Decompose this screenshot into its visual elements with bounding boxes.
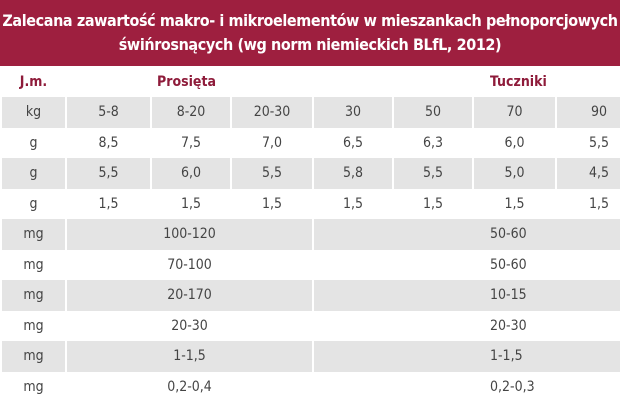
value-cell: 20-30 (230, 97, 313, 128)
value-cell: 8,5 (65, 127, 151, 158)
table-row: g 8,5 7,5 7,0 6,5 6,3 6,0 5,5 (0, 127, 620, 158)
unit-cell: mg (0, 219, 66, 250)
unit-cell: g (0, 127, 66, 158)
value-cell: 20-170 (65, 280, 313, 311)
table-row: kg 5-8 8-20 20-30 30 50 70 90 (0, 97, 620, 128)
value-cell: 70 (472, 97, 556, 128)
value-cell: 5,8 (312, 158, 393, 189)
value-cell: 6,0 (150, 158, 231, 189)
value-cell: 6,0 (472, 127, 556, 158)
value-cell: 1,5 (65, 188, 151, 219)
value-cell: 8-20 (150, 97, 231, 128)
value-cell: 20-30 (311, 310, 620, 341)
table-row: mg 100-120 50-60 (0, 219, 620, 250)
table: J.m. Prosięta Tuczniki kg 5-8 8-20 20-30 30 5… (0, 66, 620, 402)
unit-cell: g (0, 188, 66, 219)
table-row: g 1,5 1,5 1,5 1,5 1,5 1,5 1,5 (0, 188, 620, 219)
value-cell: 70-100 (65, 249, 313, 280)
value-cell: 5,5 (392, 158, 473, 189)
unit-cell: mg (0, 341, 66, 372)
header-cell: J.m. (0, 66, 66, 97)
value-cell: 5,5 (230, 158, 313, 189)
value-cell: 30 (312, 97, 393, 128)
unit-cell: kg (0, 97, 66, 128)
table-row: mg 0,2-0,4 0,2-0,3 (0, 371, 620, 402)
value-cell: 5,5 (65, 158, 151, 189)
value-cell: 5,5 (554, 127, 620, 158)
header-cell: Prosięta (65, 66, 313, 97)
value-cell: 1,5 (312, 188, 393, 219)
value-cell: 1,5 (472, 188, 556, 219)
value-cell: 20-30 (65, 310, 313, 341)
table-row: mg 20-30 20-30 (0, 310, 620, 341)
table-row: mg 70-100 50-60 (0, 249, 620, 280)
title-line: Zalecana zawartość makro- i mikroelement… (2, 11, 618, 30)
table-row: mg 1-1,5 1-1,5 (0, 341, 620, 372)
value-cell: 1-1,5 (311, 341, 620, 372)
value-cell: 6,5 (312, 127, 393, 158)
value-cell: 50-60 (311, 219, 620, 250)
table-row: mg 20-170 10-15 (0, 280, 620, 311)
unit-cell: mg (0, 371, 66, 402)
value-cell: 7,5 (150, 127, 231, 158)
unit-cell: mg (0, 249, 66, 280)
unit-cell: mg (0, 310, 66, 341)
unit-cell: g (0, 158, 66, 189)
value-cell: 7,0 (230, 127, 313, 158)
value-cell: 1,5 (230, 188, 313, 219)
value-cell: 5-8 (65, 97, 151, 128)
unit-cell: mg (0, 280, 66, 311)
value-cell: 5,0 (472, 158, 556, 189)
table-row: g 5,5 6,0 5,5 5,8 5,5 5,0 4,5 (0, 158, 620, 189)
value-cell: 6,3 (392, 127, 473, 158)
value-cell: 0,2-0,4 (65, 371, 313, 402)
value-cell: 90 (554, 97, 620, 128)
title-bar: Zalecana zawartość makro- i mikroelement… (0, 0, 620, 66)
value-cell: 50 (392, 97, 473, 128)
header-cell: Tuczniki (311, 66, 620, 97)
value-cell: 100-120 (65, 219, 313, 250)
title-line: świńrosnących (wg norm niemieckich BLfL,… (118, 35, 502, 54)
value-cell: 4,5 (554, 158, 620, 189)
value-cell: 10-15 (311, 280, 620, 311)
value-cell: 1,5 (392, 188, 473, 219)
header-row: J.m. Prosięta Tuczniki (0, 66, 620, 97)
value-cell: 50-60 (311, 249, 620, 280)
value-cell: 0,2-0,3 (311, 371, 620, 402)
value-cell: 1,5 (150, 188, 231, 219)
value-cell: 1,5 (554, 188, 620, 219)
value-cell: 1-1,5 (65, 341, 313, 372)
